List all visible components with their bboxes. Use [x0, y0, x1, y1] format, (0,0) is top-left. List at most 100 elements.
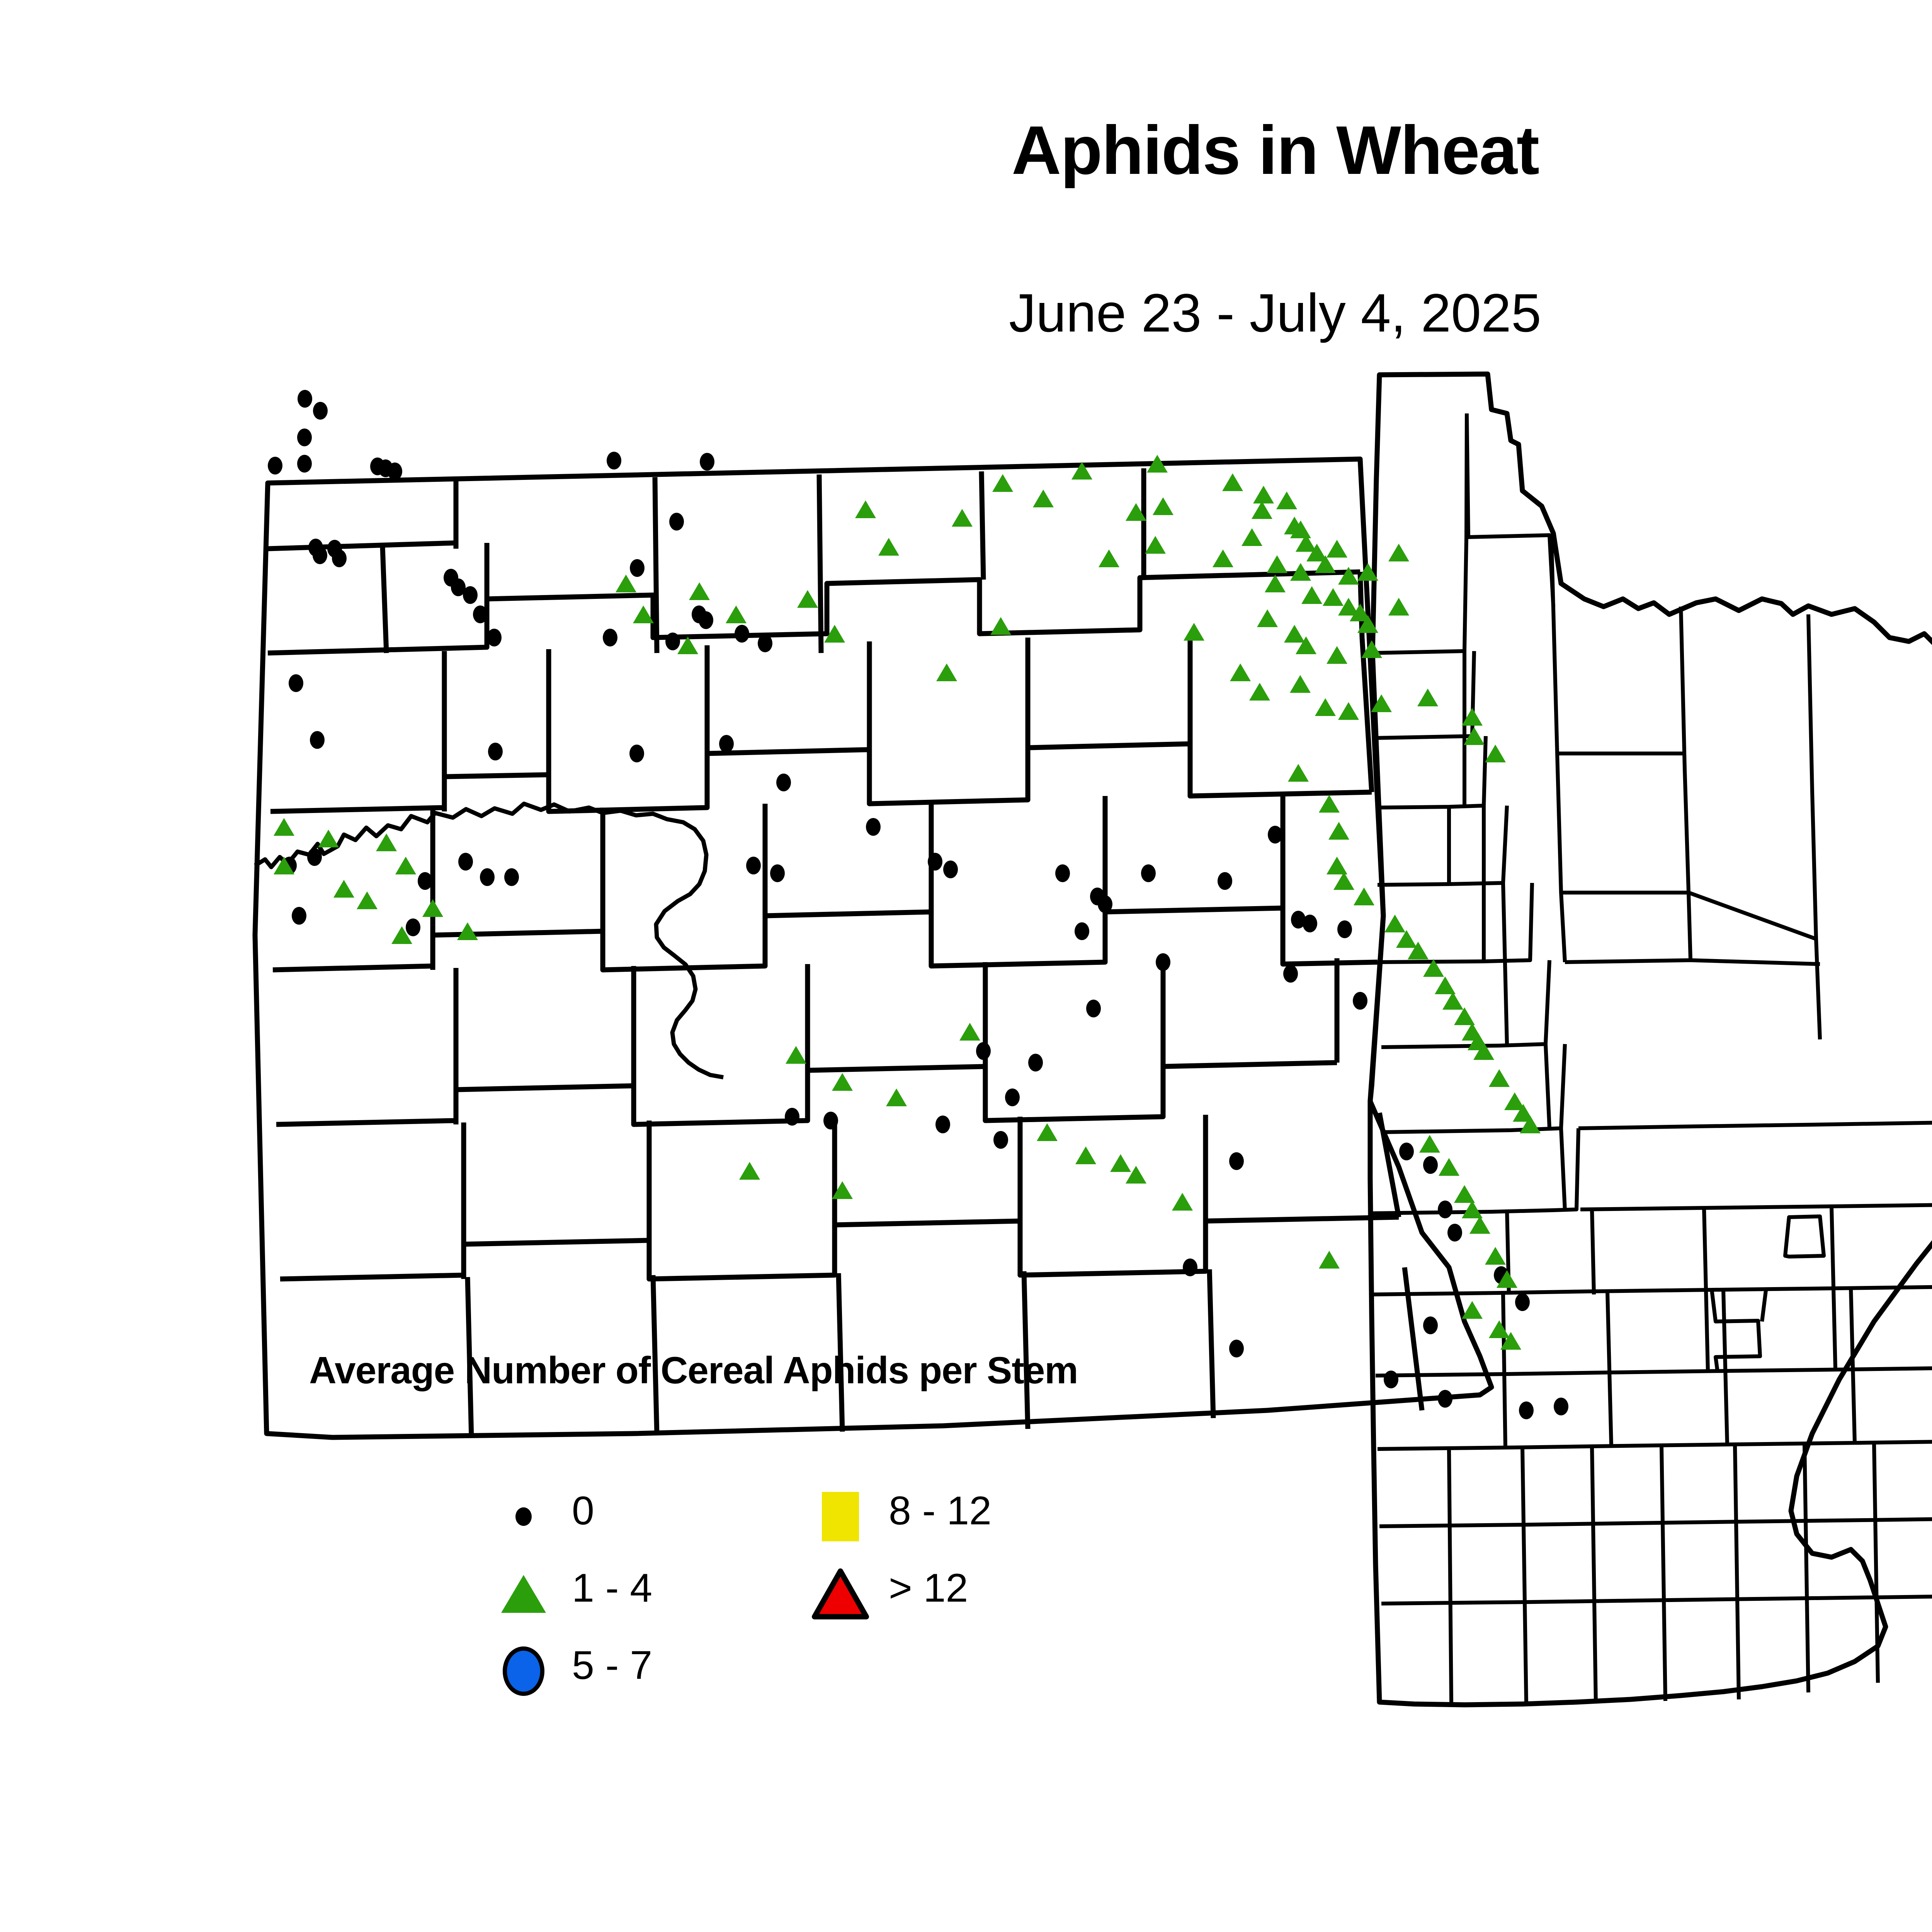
- aphid-point-zero: [487, 629, 502, 646]
- aphid-point-zero: [1075, 922, 1089, 940]
- aphid-point-zero: [451, 578, 466, 596]
- aphid-point-low: [952, 509, 973, 527]
- aphid-point-low: [1222, 473, 1243, 491]
- legend-label-over-twelve: > 12: [889, 1566, 968, 1611]
- aphid-point-low: [1252, 501, 1272, 519]
- map-legend: Average Number of Cereal Aphids per Stem…: [309, 1349, 1236, 1696]
- aphid-point-low: [726, 605, 747, 623]
- aphid-point-zero: [1353, 992, 1367, 1010]
- aphid-point-zero: [298, 390, 312, 408]
- aphid-point-low: [1296, 534, 1316, 552]
- aphid-point-low: [633, 605, 654, 623]
- aphid-point-low: [1319, 795, 1340, 813]
- aphid-point-zero: [1229, 1340, 1244, 1357]
- minnesota-outline: [1367, 371, 1932, 1708]
- aphid-point-low: [1296, 636, 1316, 654]
- black-dot-icon: [495, 1488, 553, 1546]
- aphid-point-low: [1439, 1158, 1459, 1176]
- aphid-point-low: [1473, 1042, 1494, 1060]
- aphid-point-low: [357, 891, 378, 909]
- map-figure: [216, 367, 1932, 1719]
- aphid-point-zero: [1028, 1054, 1043, 1071]
- aphid-point-low: [1327, 857, 1347, 874]
- aphid-point-low: [1384, 915, 1405, 932]
- aphid-point-low: [1354, 888, 1374, 905]
- aphid-point-zero: [776, 774, 791, 791]
- aphid-point-low: [959, 1023, 980, 1041]
- aphid-point-low: [1388, 544, 1409, 561]
- aphid-point-low: [1290, 563, 1311, 581]
- aphid-point-zero: [488, 743, 503, 760]
- aphid-point-zero: [993, 1131, 1008, 1149]
- aphid-point-low: [786, 1046, 806, 1064]
- aphid-point-low: [797, 590, 818, 608]
- aphid-point-zero: [313, 402, 328, 420]
- aphid-point-low: [1033, 490, 1054, 507]
- aphid-point-low: [1257, 609, 1278, 627]
- north-dakota-counties: [252, 456, 1494, 1440]
- aphid-point-low: [1037, 1123, 1058, 1141]
- aphid-point-zero: [1399, 1143, 1414, 1160]
- aphid-point-low: [1333, 872, 1354, 890]
- aphid-point-low: [1290, 520, 1311, 538]
- aphid-point-zero: [473, 605, 488, 623]
- aphid-point-low: [1172, 1193, 1193, 1211]
- aphid-points-zero: [268, 390, 1568, 1419]
- aphid-point-low: [1284, 625, 1305, 643]
- aphid-point-zero: [866, 818, 881, 836]
- aphid-point-zero: [700, 453, 714, 471]
- aphid-point-low: [616, 575, 636, 592]
- aphid-point-low: [1338, 702, 1359, 720]
- aphid-point-low: [1327, 540, 1347, 558]
- aphid-point-low: [1442, 992, 1463, 1010]
- aphid-point-low: [1301, 586, 1322, 604]
- aphid-point-low: [1249, 683, 1270, 701]
- aphid-point-zero: [665, 633, 680, 650]
- aphid-point-zero: [823, 1112, 838, 1129]
- aphid-point-low: [1520, 1116, 1541, 1133]
- legend-label-five-to-seven: 5 - 7: [572, 1643, 653, 1688]
- aphid-point-low: [1213, 549, 1233, 567]
- aphid-point-zero: [1438, 1390, 1452, 1408]
- aphid-points-1-4: [274, 455, 1541, 1350]
- aphid-point-zero: [758, 634, 772, 652]
- aphid-point-zero: [289, 674, 303, 692]
- red-triangle-icon: [811, 1565, 869, 1623]
- aphid-point-low: [1388, 598, 1409, 616]
- aphid-point-zero: [1515, 1293, 1530, 1311]
- aphid-point-low: [1357, 615, 1378, 633]
- aphid-point-low: [832, 1181, 853, 1199]
- aphid-point-low: [1265, 575, 1286, 592]
- aphid-point-low: [1500, 1332, 1521, 1350]
- aphid-point-low: [992, 474, 1013, 492]
- aphid-point-low: [1462, 1201, 1483, 1218]
- aphid-point-low: [824, 625, 845, 643]
- aphid-point-zero: [268, 457, 282, 474]
- aphid-point-low: [1462, 708, 1483, 726]
- page-subtitle: June 23 - July 4, 2025: [1009, 282, 1541, 343]
- aphid-point-low: [1338, 567, 1359, 585]
- aphid-point-zero: [388, 463, 402, 480]
- aphid-point-low: [1513, 1104, 1534, 1122]
- aphid-point-low: [1147, 455, 1168, 473]
- aphid-point-zero: [1183, 1259, 1197, 1276]
- aphid-point-low: [1071, 462, 1092, 480]
- aphid-point-low: [457, 922, 478, 940]
- aphid-point-zero: [1283, 965, 1298, 983]
- aphid-point-zero: [785, 1108, 799, 1126]
- aphid-point-low: [1396, 930, 1417, 948]
- aphid-point-low: [1319, 1251, 1340, 1269]
- legend-title: Average Number of Cereal Aphids per Stem: [309, 1349, 1078, 1391]
- aphid-point-zero: [458, 853, 473, 871]
- aphid-point-zero: [1554, 1398, 1568, 1415]
- aphid-point-low: [1153, 497, 1173, 515]
- aphid-point-zero: [1337, 920, 1352, 938]
- aphid-point-low: [1323, 588, 1344, 606]
- aphid-point-low: [1184, 623, 1204, 641]
- aphid-point-low: [1435, 976, 1456, 994]
- aphid-point-low: [739, 1162, 760, 1180]
- aphid-point-zero: [332, 549, 347, 567]
- aphid-point-zero: [1268, 826, 1282, 844]
- aphid-point-low: [1504, 1092, 1525, 1110]
